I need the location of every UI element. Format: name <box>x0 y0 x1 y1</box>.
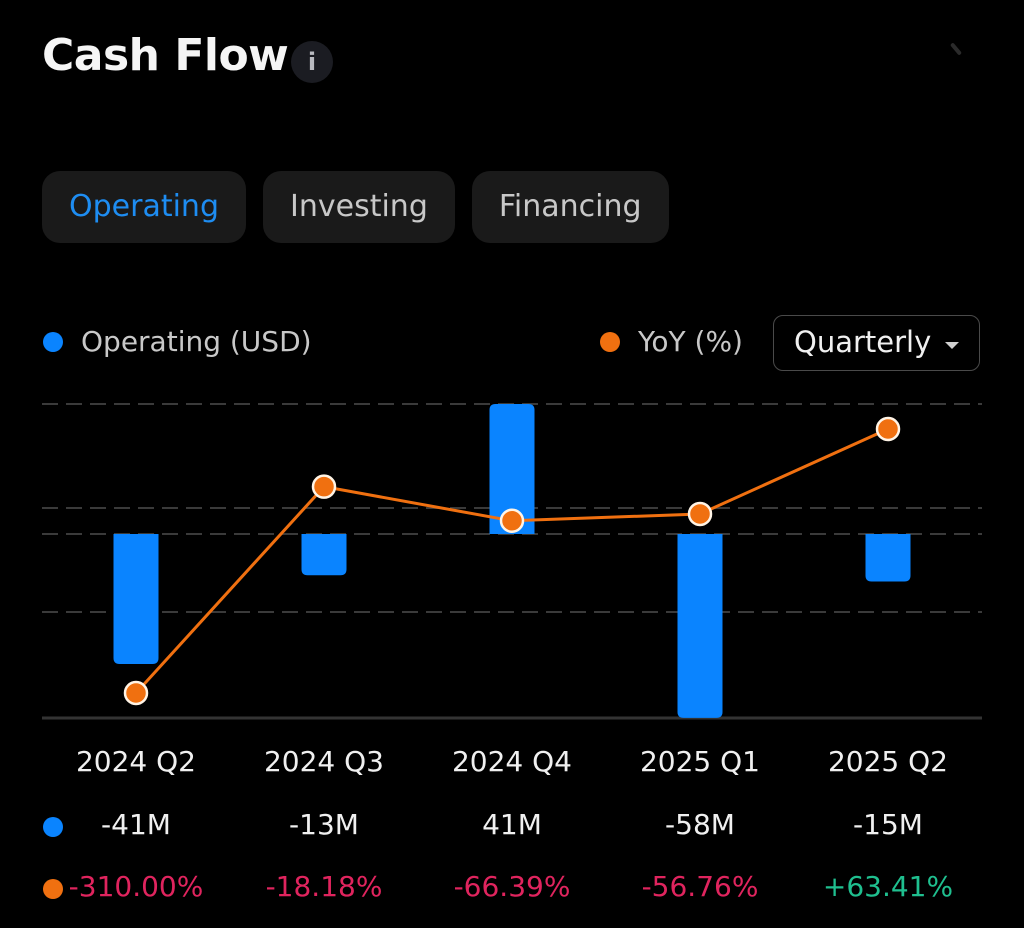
bar-2025-q2 <box>865 534 911 582</box>
yoy-row-dot-icon <box>43 879 63 899</box>
yoy-point-2024-q3 <box>311 474 337 499</box>
category-label: 2025 Q1 <box>639 745 760 778</box>
legend-operating-label: Operating (USD) <box>81 325 312 358</box>
period-dropdown-value: Quarterly <box>794 325 932 359</box>
legend-yoy: YoY (%) <box>600 325 743 358</box>
bar-2024-q4 <box>489 404 535 534</box>
category-row: 2024 Q2 2024 Q3 2024 Q4 2025 Q1 2025 Q2 <box>0 745 1024 785</box>
yoy-value: -18.18% <box>265 870 383 903</box>
category-label: 2024 Q3 <box>263 745 384 778</box>
value-row-dot-icon <box>43 817 63 837</box>
cashflow-chart <box>42 403 982 720</box>
info-icon[interactable]: i <box>291 41 333 83</box>
tab-financing[interactable]: Financing <box>471 171 669 243</box>
category-label: 2025 Q2 <box>827 745 948 778</box>
bar-2024-q3 <box>301 534 347 576</box>
operating-value: 41M <box>482 808 542 841</box>
value-row: -41M -13M 41M -58M -15M <box>0 808 1024 848</box>
bar-2025-q1 <box>677 534 723 718</box>
scroll-indicator-icon <box>949 42 963 56</box>
period-dropdown[interactable]: Quarterly <box>773 315 980 371</box>
category-label: 2024 Q2 <box>75 745 196 778</box>
yoy-value: -56.76% <box>641 870 759 903</box>
yoy-point-2024-q2 <box>123 680 149 706</box>
yoy-value: -66.39% <box>453 870 571 903</box>
yoy-point-2025-q1 <box>687 501 713 527</box>
yoy-row: -310.00% -18.18% -66.39% -56.76% +63.41% <box>0 870 1024 910</box>
tab-operating[interactable]: Operating <box>42 171 246 243</box>
legend-bar-dot-icon <box>43 331 63 352</box>
legend-operating: Operating (USD) <box>43 325 312 358</box>
category-label: 2024 Q4 <box>451 745 572 778</box>
page-title: Cash Flow <box>42 30 289 81</box>
yoy-value: +63.41% <box>822 870 954 903</box>
chevron-down-icon <box>945 342 959 349</box>
cashflow-tabs: Operating Investing Financing <box>42 171 669 243</box>
operating-value: -41M <box>101 808 171 841</box>
legend-line-dot-icon <box>600 331 620 352</box>
tab-investing[interactable]: Investing <box>263 171 455 243</box>
bar-2024-q2 <box>113 534 159 664</box>
operating-value: -15M <box>853 808 923 841</box>
yoy-point-2025-q2 <box>875 416 901 442</box>
operating-value: -13M <box>289 808 359 841</box>
yoy-point-2024-q4 <box>499 508 525 534</box>
operating-value: -58M <box>665 808 735 841</box>
yoy-value: -310.00% <box>68 870 204 903</box>
legend-yoy-label: YoY (%) <box>638 325 743 358</box>
